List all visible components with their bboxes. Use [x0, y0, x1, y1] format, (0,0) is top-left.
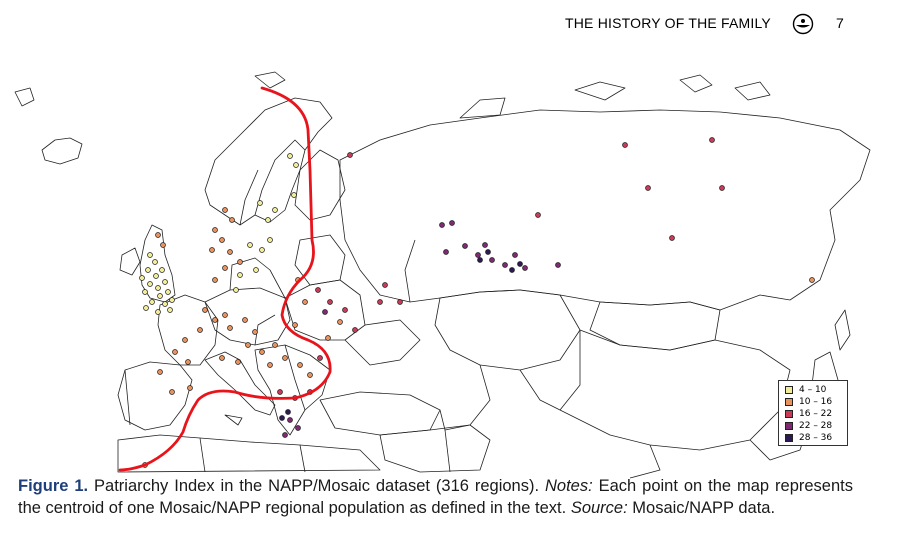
points-16-22 — [277, 137, 725, 401]
legend-label: 4 – 10 — [799, 385, 827, 395]
points-4-10 — [139, 153, 299, 315]
legend-label: 22 – 28 — [799, 421, 833, 431]
legend-item: 28 – 36 — [785, 432, 847, 444]
europe-patriarchy-map — [14, 71, 871, 479]
legend-swatch — [785, 398, 793, 406]
legend-label: 28 – 36 — [799, 433, 833, 443]
legend-item: 22 – 28 — [785, 420, 847, 432]
legend-item: 4 – 10 — [785, 384, 847, 396]
page-number: 7 — [836, 15, 844, 31]
caption-label: Figure 1. — [18, 477, 89, 495]
patriarchy-boundary-line — [118, 86, 332, 472]
source-label: Source: — [570, 499, 628, 517]
notes-text: Each point on the map represents the cen… — [18, 477, 853, 517]
notes-label: Notes: — [545, 477, 593, 495]
legend-label: 10 – 16 — [799, 397, 833, 407]
legend-swatch — [785, 422, 793, 430]
legend-swatch — [785, 410, 793, 418]
points-10-16 — [142, 207, 815, 468]
running-title: THE HISTORY OF THE FAMILY — [565, 15, 771, 31]
legend-item: 10 – 16 — [785, 396, 847, 408]
caption-main: Patriarchy Index in the NAPP/Mosaic data… — [88, 477, 545, 495]
figure-caption: Figure 1. Patriarchy Index in the NAPP/M… — [18, 475, 853, 519]
points-22-28 — [282, 220, 561, 438]
points-28-36 — [279, 249, 523, 421]
legend-item: 16 – 22 — [785, 408, 847, 420]
region-points — [139, 137, 815, 468]
country-borders — [14, 71, 871, 479]
map-legend: 4 – 10 10 – 16 16 – 22 22 – 28 28 – 36 — [778, 380, 848, 446]
source-text: Mosaic/NAPP data. — [627, 499, 776, 517]
journal-logo-icon — [792, 13, 814, 35]
legend-swatch — [785, 434, 793, 442]
legend-swatch — [785, 386, 793, 394]
legend-label: 16 – 22 — [799, 409, 833, 419]
